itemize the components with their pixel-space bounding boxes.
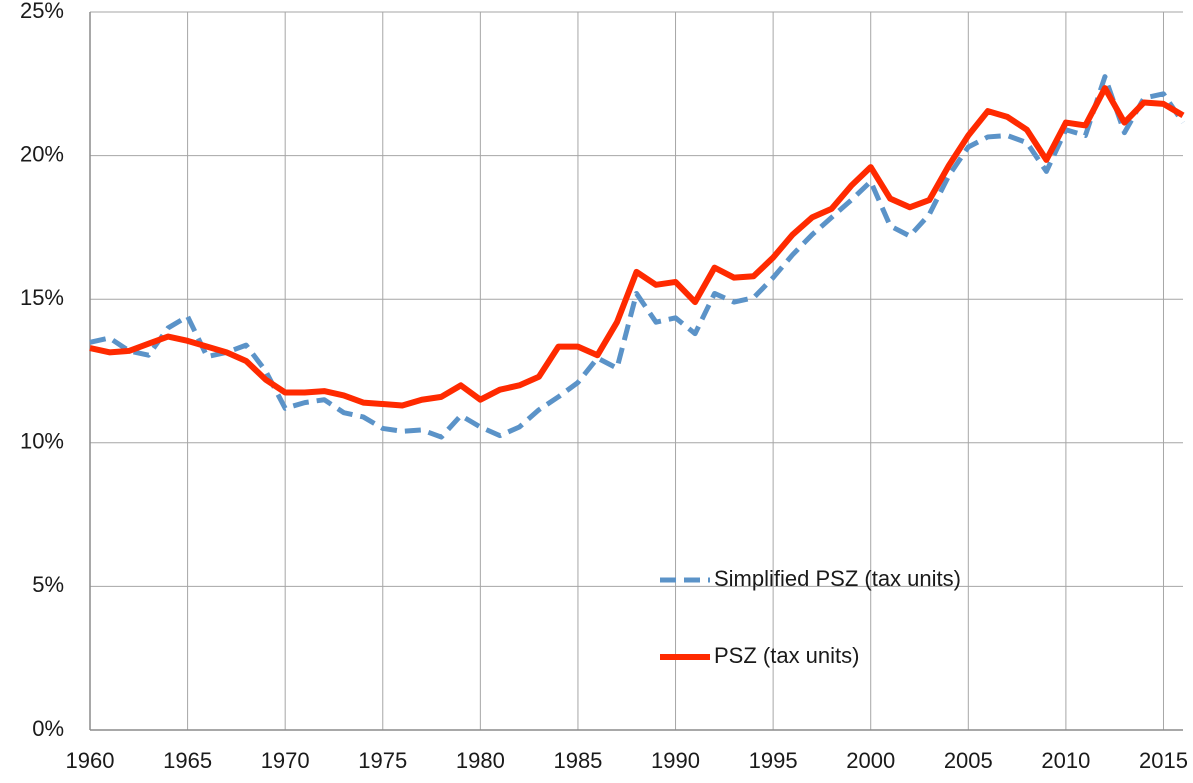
x-tick-label: 1975 (358, 748, 407, 773)
x-tick-label: 2010 (1041, 748, 1090, 773)
series-line (89, 74, 1186, 440)
y-tick-label: 10% (20, 429, 64, 454)
x-tick-label: 1990 (651, 748, 700, 773)
x-tick-label: 1995 (749, 748, 798, 773)
x-tick-label: 2000 (846, 748, 895, 773)
legend-label: Simplified PSZ (tax units) (714, 566, 961, 591)
legend-label: PSZ (tax units) (714, 643, 859, 668)
y-tick-label: 0% (32, 716, 64, 741)
y-tick-label: 25% (20, 0, 64, 23)
y-tick-label: 5% (32, 572, 64, 597)
series-line (89, 85, 1185, 409)
x-tick-label: 1960 (66, 748, 115, 773)
x-tick-label: 1970 (261, 748, 310, 773)
x-tick-label: 2015 (1139, 748, 1188, 773)
x-tick-label: 1965 (163, 748, 212, 773)
x-tick-label: 1980 (456, 748, 505, 773)
y-tick-label: 20% (20, 141, 64, 166)
x-tick-label: 1985 (553, 748, 602, 773)
y-tick-label: 15% (20, 285, 64, 310)
x-tick-label: 2005 (944, 748, 993, 773)
